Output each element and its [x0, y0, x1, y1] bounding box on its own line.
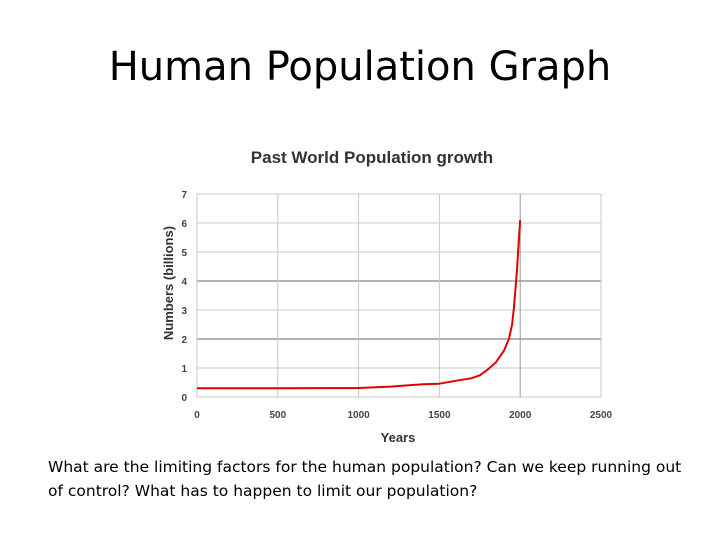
- chart-title: Past World Population growth: [251, 148, 493, 167]
- slide-caption: What are the limiting factors for the hu…: [48, 458, 682, 500]
- slide-title: Human Population Graph: [108, 44, 612, 90]
- population-series-line: [197, 220, 522, 390]
- x-tick-label: 1000: [347, 410, 370, 421]
- y-tick-label: 3: [181, 306, 187, 317]
- plot-frame: [196, 193, 602, 398]
- y-tick-label: 6: [181, 219, 187, 230]
- x-tick-label: 2500: [590, 410, 613, 421]
- x-tick-label: 0: [194, 410, 200, 421]
- y-tick-label: 7: [181, 190, 187, 201]
- y-tick-label: 5: [181, 248, 187, 259]
- x-axis-label: Years: [381, 430, 416, 445]
- y-tick-label: 1: [181, 364, 187, 375]
- y-axis-label: Numbers (billions): [161, 226, 176, 340]
- x-tick-label: 1500: [428, 410, 451, 421]
- x-tick-label: 2000: [509, 410, 532, 421]
- population-chart: Past World Population growth Numbers (bi…: [161, 148, 613, 445]
- y-tick-label: 0: [181, 393, 187, 404]
- plot-area: 0 1 2 3 4 5 6 7 0 500 1000 1500 2000 2500: [181, 190, 612, 421]
- x-tick-label: 500: [269, 410, 286, 421]
- y-tick-label: 4: [181, 277, 187, 288]
- y-tick-label: 2: [181, 335, 187, 346]
